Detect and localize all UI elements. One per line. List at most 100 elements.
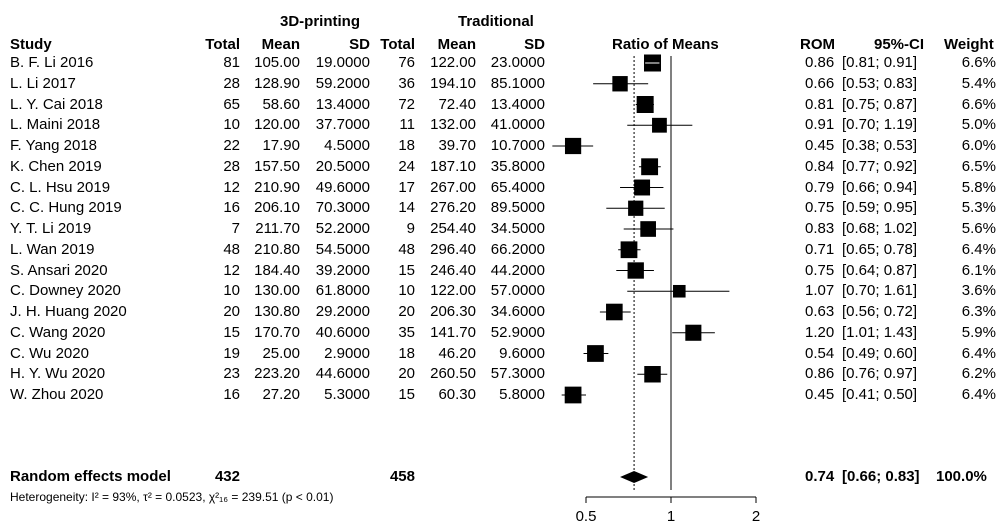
cell-rom: 0.79 bbox=[805, 178, 835, 196]
summary-rom: 0.74 bbox=[805, 468, 835, 485]
cell-mean2: 206.30 bbox=[430, 303, 476, 320]
cell-ci: [0.68; 1.02] bbox=[842, 220, 918, 237]
study-box bbox=[634, 179, 651, 196]
cell-sd2: 5.8000 bbox=[499, 386, 545, 403]
cell-rom: 0.91 bbox=[805, 116, 835, 134]
cell-mean2: 132.00 bbox=[430, 116, 476, 134]
cell-total1: 22 bbox=[223, 137, 240, 154]
cell-sd2: 34.6000 bbox=[490, 303, 545, 320]
cell-total2: 24 bbox=[398, 157, 415, 175]
cell-sd2: 65.4000 bbox=[490, 178, 545, 196]
study-box bbox=[652, 117, 667, 133]
cell-sd1: 37.7000 bbox=[315, 116, 370, 134]
cell-total1: 28 bbox=[223, 74, 240, 92]
summary-total1: 432 bbox=[214, 468, 240, 485]
sd1-header: SD bbox=[349, 36, 370, 53]
cell-mean2: 246.40 bbox=[430, 261, 476, 279]
cell-sd2: 9.6000 bbox=[499, 344, 545, 362]
cell-total1: 10 bbox=[223, 282, 240, 300]
heterogeneity-text: Heterogeneity: I² = 93%, τ² = 0.0523, χ²… bbox=[10, 490, 334, 504]
rom-header: ROM bbox=[800, 36, 835, 53]
cell-total1: 28 bbox=[223, 157, 240, 175]
cell-total1: 65 bbox=[223, 95, 240, 113]
cell-sd2: 57.3000 bbox=[490, 365, 545, 383]
cell-total2: 36 bbox=[398, 74, 415, 92]
cell-mean2: 72.40 bbox=[438, 95, 476, 113]
cell-sd2: 89.5000 bbox=[490, 199, 545, 217]
cell-mean2: 260.50 bbox=[430, 365, 476, 383]
cell-study: F. Yang 2018 bbox=[10, 137, 98, 154]
cell-total2: 35 bbox=[398, 323, 415, 341]
summary-label: Random effects model bbox=[10, 468, 171, 485]
cell-weight: 6.5% bbox=[961, 157, 996, 175]
cell-mean1: 130.80 bbox=[254, 303, 300, 320]
cell-total1: 16 bbox=[223, 386, 240, 403]
study-box bbox=[627, 262, 644, 279]
cell-total1: 48 bbox=[223, 240, 240, 258]
cell-study: L. Wan 2019 bbox=[10, 240, 95, 258]
cell-mean1: 128.90 bbox=[254, 74, 300, 92]
cell-total1: 20 bbox=[223, 303, 240, 320]
cell-sd1: 2.9000 bbox=[324, 344, 370, 362]
cell-study: B. F. Li 2016 bbox=[10, 54, 94, 71]
cell-mean1: 157.50 bbox=[254, 157, 300, 175]
study-box bbox=[641, 158, 659, 176]
plot-header: Ratio of Means bbox=[612, 36, 719, 53]
cell-rom: 0.66 bbox=[805, 74, 835, 92]
cell-sd2: 13.4000 bbox=[490, 95, 545, 113]
cell-weight: 6.4% bbox=[961, 240, 996, 258]
cell-mean2: 39.70 bbox=[438, 137, 476, 154]
summary-ci: [0.66; 0.83] bbox=[842, 468, 920, 485]
x-tick-label: 0.5 bbox=[576, 508, 597, 525]
cell-weight: 5.4% bbox=[961, 74, 996, 92]
cell-weight: 6.4% bbox=[961, 344, 996, 362]
cell-study: S. Ansari 2020 bbox=[10, 261, 108, 279]
cell-sd2: 57.0000 bbox=[490, 282, 545, 300]
cell-weight: 6.4% bbox=[961, 386, 996, 403]
cell-mean2: 194.10 bbox=[430, 74, 476, 92]
cell-ci: [0.70; 1.61] bbox=[842, 282, 918, 300]
cell-study: C. L. Hsu 2019 bbox=[10, 178, 111, 196]
cell-weight: 6.3% bbox=[961, 303, 996, 320]
cell-mean1: 105.00 bbox=[254, 54, 300, 71]
cell-ci: [0.41; 0.50] bbox=[842, 386, 918, 403]
cell-mean1: 130.00 bbox=[254, 282, 300, 300]
cell-rom: 1.20 bbox=[805, 323, 835, 341]
mean2-header: Mean bbox=[437, 36, 476, 53]
cell-mean1: 210.90 bbox=[254, 178, 300, 196]
cell-sd1: 40.6000 bbox=[315, 323, 370, 341]
cell-study: W. Zhou 2020 bbox=[10, 386, 104, 403]
cell-total2: 20 bbox=[398, 365, 415, 383]
cell-rom: 0.75 bbox=[805, 261, 835, 279]
summary-diamond bbox=[620, 471, 649, 483]
cell-sd2: 35.8000 bbox=[490, 157, 545, 175]
cell-sd1: 19.0000 bbox=[315, 54, 370, 71]
cell-sd1: 29.2000 bbox=[315, 303, 370, 320]
cell-mean1: 120.00 bbox=[254, 116, 300, 134]
cell-weight: 5.6% bbox=[961, 220, 996, 237]
cell-total2: 18 bbox=[398, 344, 415, 362]
cell-mean2: 267.00 bbox=[430, 178, 476, 196]
cell-ci: [0.65; 0.78] bbox=[842, 240, 918, 258]
cell-study: K. Chen 2019 bbox=[10, 157, 102, 175]
total1-header: Total bbox=[205, 36, 240, 53]
cell-ci: [0.77; 0.92] bbox=[842, 157, 918, 175]
group2-header: Traditional bbox=[458, 13, 534, 30]
cell-weight: 6.6% bbox=[961, 54, 996, 71]
cell-sd2: 85.1000 bbox=[490, 74, 545, 92]
cell-total2: 76 bbox=[398, 54, 415, 71]
cell-sd1: 20.5000 bbox=[315, 157, 370, 175]
cell-total1: 10 bbox=[223, 116, 240, 134]
cell-sd1: 44.6000 bbox=[315, 365, 370, 383]
mean1-header: Mean bbox=[261, 36, 300, 53]
cell-rom: 0.86 bbox=[805, 54, 835, 71]
cell-total1: 12 bbox=[223, 178, 240, 196]
cell-ci: [0.49; 0.60] bbox=[842, 344, 918, 362]
study-box bbox=[606, 303, 623, 321]
cell-study: Y. T. Li 2019 bbox=[10, 220, 92, 237]
study-box bbox=[673, 284, 686, 298]
summary-total2: 458 bbox=[389, 468, 415, 485]
cell-sd2: 41.0000 bbox=[490, 116, 545, 134]
cell-weight: 6.2% bbox=[961, 365, 996, 383]
cell-rom: 0.45 bbox=[805, 386, 835, 403]
